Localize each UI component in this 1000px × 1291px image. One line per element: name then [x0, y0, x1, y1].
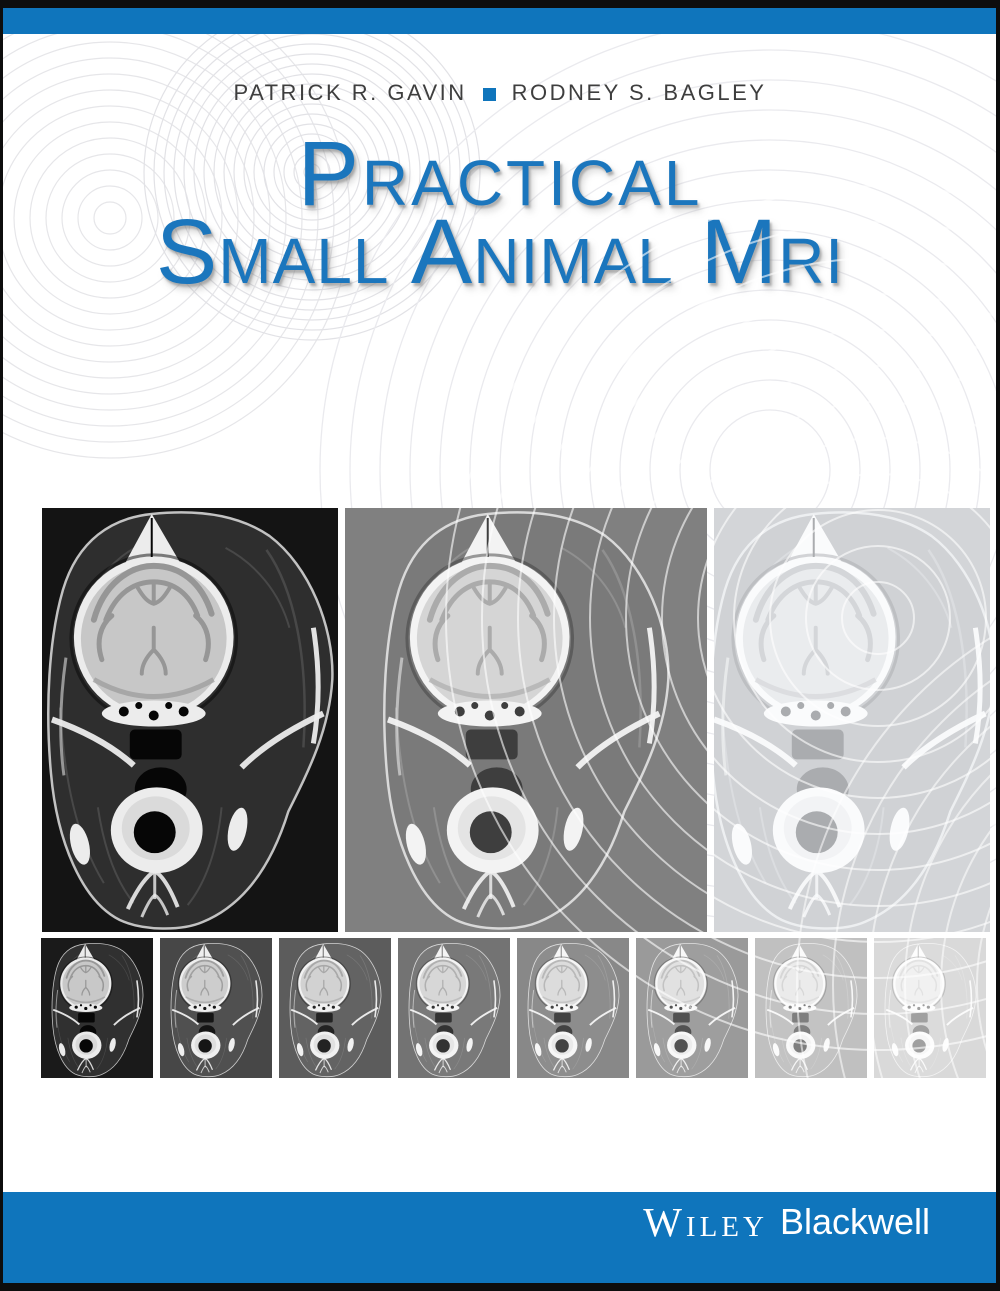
mri-thumb-shade-4: [398, 938, 510, 1078]
cover-border-bottom: [0, 1283, 1000, 1291]
author-right: RODNEY S. BAGLEY: [511, 80, 767, 105]
publisher-band: Wiley Blackwell: [3, 1192, 996, 1283]
mri-panel-medium: [345, 508, 707, 932]
author-line: PATRICK R. GAVIN RODNEY S. BAGLEY: [0, 80, 1000, 106]
mri-thumb-shade-1: [41, 938, 153, 1078]
book-title: Practical Small Animal Mri: [0, 128, 1000, 303]
author-left: PATRICK R. GAVIN: [233, 80, 467, 105]
mri-panel-row: [42, 508, 990, 932]
cover-border-right: [996, 0, 1000, 1291]
mri-thumb-shade-7: [755, 938, 867, 1078]
mri-thumb-shade-2: [160, 938, 272, 1078]
mri-thumb-shade-8: [874, 938, 986, 1078]
mri-panel-light: [714, 508, 990, 932]
mri-thumb-shade-5: [517, 938, 629, 1078]
cover-border-left: [0, 0, 3, 1291]
mri-panel-dark: [42, 508, 338, 932]
cover-border-top: [0, 0, 1000, 8]
title-line-2: Small Animal Mri: [155, 201, 845, 303]
publisher-wiley: Wiley: [643, 1199, 768, 1245]
publisher-blackwell: Blackwell: [779, 1201, 930, 1242]
top-accent-bar: [3, 8, 996, 34]
mri-thumb-shade-6: [636, 938, 748, 1078]
author-separator-square-icon: [482, 88, 496, 101]
mri-thumb-shade-3: [279, 938, 391, 1078]
mri-thumbnail-strip: [41, 938, 986, 1078]
